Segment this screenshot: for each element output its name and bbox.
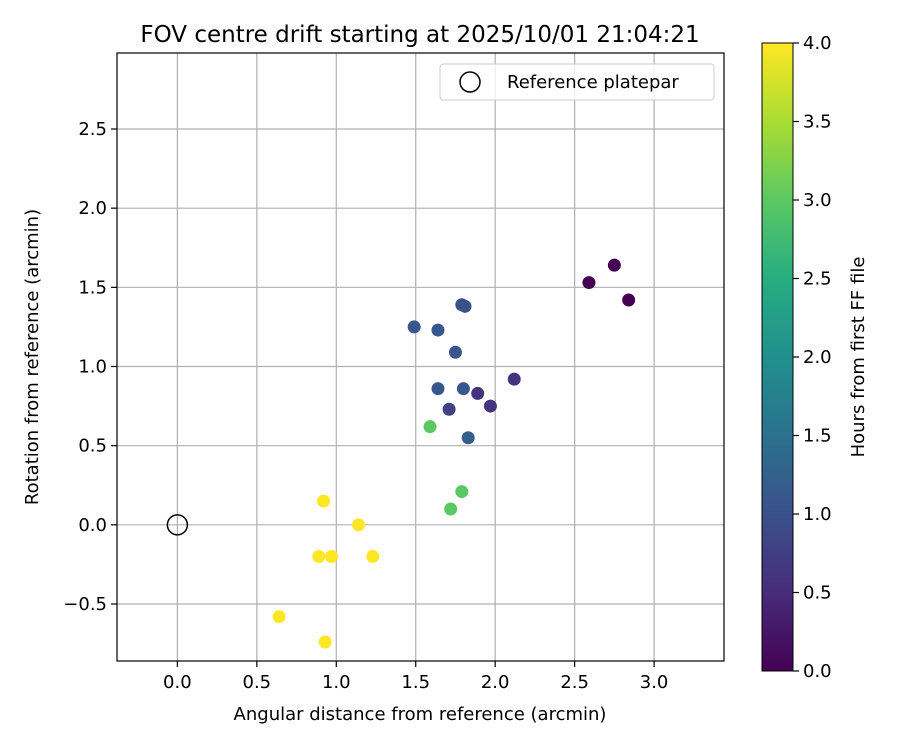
- scatter-point: [366, 550, 380, 563]
- x-tick-label: 1.5: [401, 672, 430, 693]
- y-tick-label: 1.5: [78, 277, 107, 298]
- y-tick-label: 0.0: [78, 515, 107, 536]
- x-tick-label: 1.0: [322, 672, 351, 693]
- y-axis-ticks: −0.5 0.0 0.5 1.0 1.5 2.0 2.5: [63, 119, 117, 615]
- x-tick-label: 2.0: [481, 672, 510, 693]
- y-tick-label: 2.5: [78, 119, 107, 140]
- x-axis-label: Angular distance from reference (arcmin): [234, 704, 607, 725]
- grid-lines: [117, 53, 724, 661]
- scatter-point: [448, 345, 462, 359]
- scatter-point: [317, 494, 331, 508]
- scatter-point: [325, 550, 339, 563]
- scatter-point: [455, 485, 469, 499]
- x-tick-label: 3.0: [640, 672, 669, 693]
- scatter-point: [318, 635, 332, 649]
- colorbar-tick-label: 0.0: [803, 661, 832, 682]
- x-tick-label: 0.0: [163, 672, 192, 693]
- legend: Reference platepar: [439, 63, 715, 101]
- colorbar: 0.0 0.5 1.0 1.5 2.0 2.5 3.0 3.5 4.0 Hours from f…: [761, 33, 869, 682]
- scatter-point: [407, 320, 421, 334]
- y-tick-label: 1.0: [78, 357, 107, 378]
- scatter-point: [461, 431, 475, 445]
- colorbar-tick-label: 1.0: [803, 504, 832, 525]
- colorbar-label: Hours from first FF file: [848, 257, 869, 458]
- colorbar-tick-label: 3.5: [803, 112, 832, 133]
- legend-label-reference-platepar: Reference platepar: [507, 72, 679, 93]
- colorbar-tick-label: 0.5: [803, 583, 832, 604]
- scatter-point: [442, 402, 456, 416]
- colorbar-tick-label: 4.0: [803, 33, 832, 54]
- scatter-point: [507, 372, 521, 386]
- colorbar-gradient: [761, 42, 794, 672]
- colorbar-tick-label: 1.5: [803, 426, 832, 447]
- colorbar-tick-label: 3.0: [803, 190, 832, 211]
- plot-area: [116, 52, 725, 662]
- legend-box: [439, 63, 715, 101]
- scatter-point: [607, 258, 621, 272]
- scatter-point: [458, 299, 472, 313]
- scatter-point: [471, 386, 485, 400]
- scatter-point: [444, 502, 458, 516]
- scatter-point: [431, 382, 445, 396]
- colorbar-tick-label: 2.5: [803, 269, 832, 290]
- chart-title: FOV centre drift starting at 2025/10/01 …: [140, 22, 699, 48]
- scatter-point: [483, 399, 497, 413]
- y-tick-label: 2.0: [78, 198, 107, 219]
- reference-marker-layer: [166, 514, 189, 536]
- scatter-point: [423, 420, 437, 434]
- plot-background: [117, 53, 724, 661]
- scatter-point: [431, 323, 445, 337]
- y-axis-label: Rotation from reference (arcmin): [22, 209, 43, 505]
- scatter-point: [622, 293, 636, 307]
- x-axis-ticks: 0.0 0.5 1.0 1.5 2.0 2.5 3.0: [163, 661, 668, 693]
- legend-marker-reference-platepar: [459, 71, 481, 93]
- y-tick-label: 0.5: [78, 436, 107, 457]
- y-tick-label: −0.5: [63, 594, 107, 615]
- x-tick-label: 2.5: [560, 672, 589, 693]
- x-tick-label: 0.5: [243, 672, 272, 693]
- scatter-point: [456, 382, 470, 396]
- scatter-point: [272, 610, 286, 624]
- scatter-point: [312, 550, 326, 563]
- plot-frame: [116, 52, 725, 662]
- scatter-point: [582, 276, 596, 290]
- colorbar-tick-label: 2.0: [803, 347, 832, 368]
- scatter-point: [352, 518, 366, 532]
- reference-platepar-marker: [166, 514, 189, 536]
- colorbar-ticks: 0.0 0.5 1.0 1.5 2.0 2.5 3.0 3.5 4.0: [793, 33, 832, 682]
- scatter-points: [272, 258, 636, 649]
